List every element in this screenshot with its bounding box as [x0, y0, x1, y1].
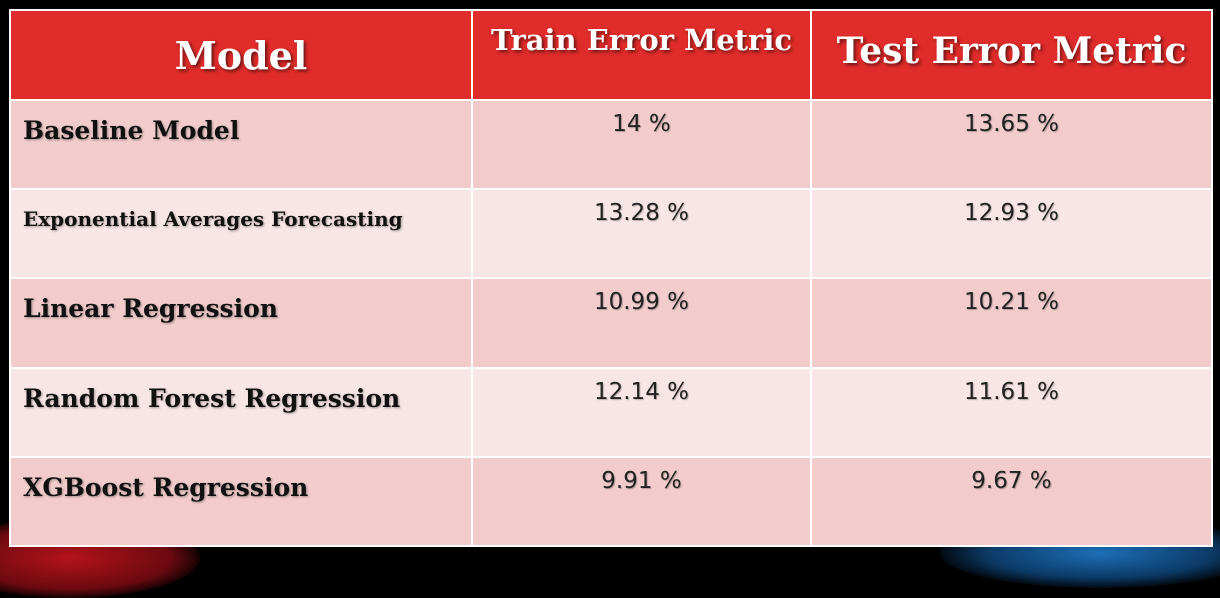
- model-name-cell: Baseline Model: [9, 98, 473, 191]
- header-row: Model Train Error Metric Test Error Metr…: [9, 9, 1213, 101]
- header-model: Model: [9, 9, 473, 101]
- table-row: Random Forest Regression 12.14 % 11.61 %: [9, 366, 1213, 458]
- model-name-cell: Random Forest Regression: [9, 366, 473, 458]
- header-train-error: Train Error Metric: [471, 9, 812, 101]
- train-error-cell: 12.14 %: [471, 366, 812, 458]
- test-error-cell: 10.21 %: [810, 277, 1213, 369]
- test-error-cell: 9.67 %: [810, 455, 1213, 548]
- table-row: Linear Regression 10.99 % 10.21 %: [9, 277, 1213, 369]
- table-row: XGBoost Regression 9.91 % 9.67 %: [9, 455, 1213, 548]
- train-error-cell: 14 %: [471, 98, 812, 191]
- header-test-error: Test Error Metric: [810, 9, 1213, 101]
- model-name-cell: XGBoost Regression: [9, 455, 473, 548]
- train-error-cell: 10.99 %: [471, 277, 812, 369]
- test-error-cell: 13.65 %: [810, 98, 1213, 191]
- model-error-table: Model Train Error Metric Test Error Metr…: [9, 9, 1213, 548]
- table-row: Exponential Averages Forecasting 13.28 %…: [9, 188, 1213, 280]
- test-error-cell: 12.93 %: [810, 188, 1213, 280]
- train-error-cell: 13.28 %: [471, 188, 812, 280]
- results-table-container: Model Train Error Metric Test Error Metr…: [9, 9, 1213, 548]
- model-name-cell: Exponential Averages Forecasting: [9, 188, 473, 280]
- train-error-cell: 9.91 %: [471, 455, 812, 548]
- test-error-cell: 11.61 %: [810, 366, 1213, 458]
- model-name-cell: Linear Regression: [9, 277, 473, 369]
- table-row: Baseline Model 14 % 13.65 %: [9, 98, 1213, 191]
